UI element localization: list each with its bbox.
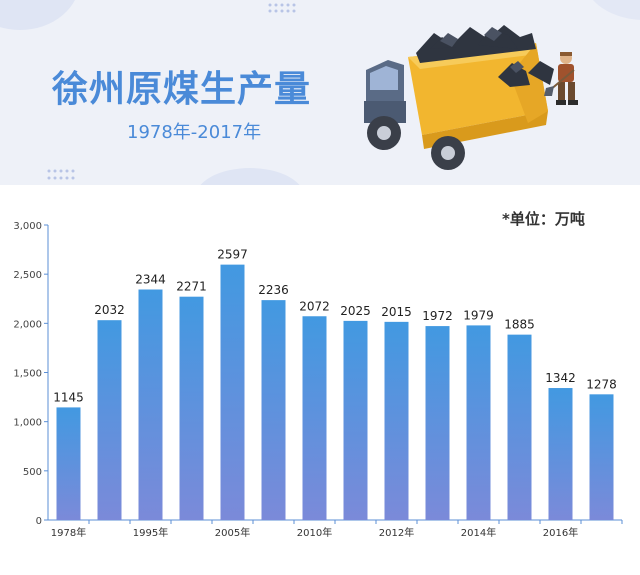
bar: [220, 264, 245, 520]
bar: [343, 320, 368, 520]
data-label: 2025: [340, 304, 371, 318]
bar: [138, 289, 163, 520]
x-tick-label: 1978年: [51, 526, 86, 539]
decor-dots-left: [47, 169, 75, 180]
data-label: 2236: [258, 283, 289, 297]
y-tick-label: 1,500: [13, 369, 42, 380]
y-tick-label: 500: [23, 467, 42, 478]
data-label: 2032: [94, 303, 125, 317]
page-title: 徐州原煤生产量: [52, 69, 312, 110]
unit-note: *单位：万吨: [502, 210, 585, 228]
data-label: 2344: [135, 273, 166, 287]
dump-truck-with-coal-icon: [364, 25, 554, 170]
bar: [97, 320, 122, 520]
bar: [548, 388, 573, 520]
decor-blob-bottom: [195, 168, 305, 185]
bar: [466, 325, 491, 520]
bar: [507, 334, 532, 520]
x-tick-label: 2005年: [215, 526, 250, 539]
data-label: 2271: [176, 280, 207, 294]
x-tick-label: 2010年: [297, 526, 332, 539]
coal-miner-shoveling-icon: [544, 52, 578, 105]
data-label: 1145: [53, 390, 84, 404]
data-label: 2072: [299, 299, 330, 313]
y-tick-label: 0: [36, 516, 42, 527]
y-tick-label: 2,500: [13, 270, 42, 281]
data-label: 1979: [463, 308, 494, 322]
bar: [425, 326, 450, 520]
bar: [261, 300, 286, 520]
decor-dots-top: [268, 3, 296, 13]
y-tick-label: 2,000: [13, 319, 42, 330]
data-label: 2015: [381, 305, 412, 319]
data-label: 1342: [545, 371, 576, 385]
x-tick-label: 2016年: [543, 526, 578, 539]
bar: [302, 316, 327, 520]
bar: [56, 407, 81, 520]
page-subtitle: 1978年-2017年: [127, 122, 262, 143]
bar: [179, 296, 204, 520]
x-tick-label: 2012年: [379, 526, 414, 539]
data-label: 1278: [586, 377, 617, 391]
y-tick-label: 1,000: [13, 418, 42, 429]
header-banner: 徐州原煤生产量 1978年-2017年: [0, 0, 640, 185]
x-tick-label: 1995年: [133, 526, 168, 539]
data-label: 1885: [504, 318, 535, 332]
data-label: 2597: [217, 248, 248, 262]
bar: [384, 321, 409, 520]
bar: [589, 394, 614, 520]
x-tick-label: 2014年: [461, 526, 496, 539]
data-label: 1972: [422, 309, 453, 323]
y-tick-label: 3,000: [13, 221, 42, 232]
